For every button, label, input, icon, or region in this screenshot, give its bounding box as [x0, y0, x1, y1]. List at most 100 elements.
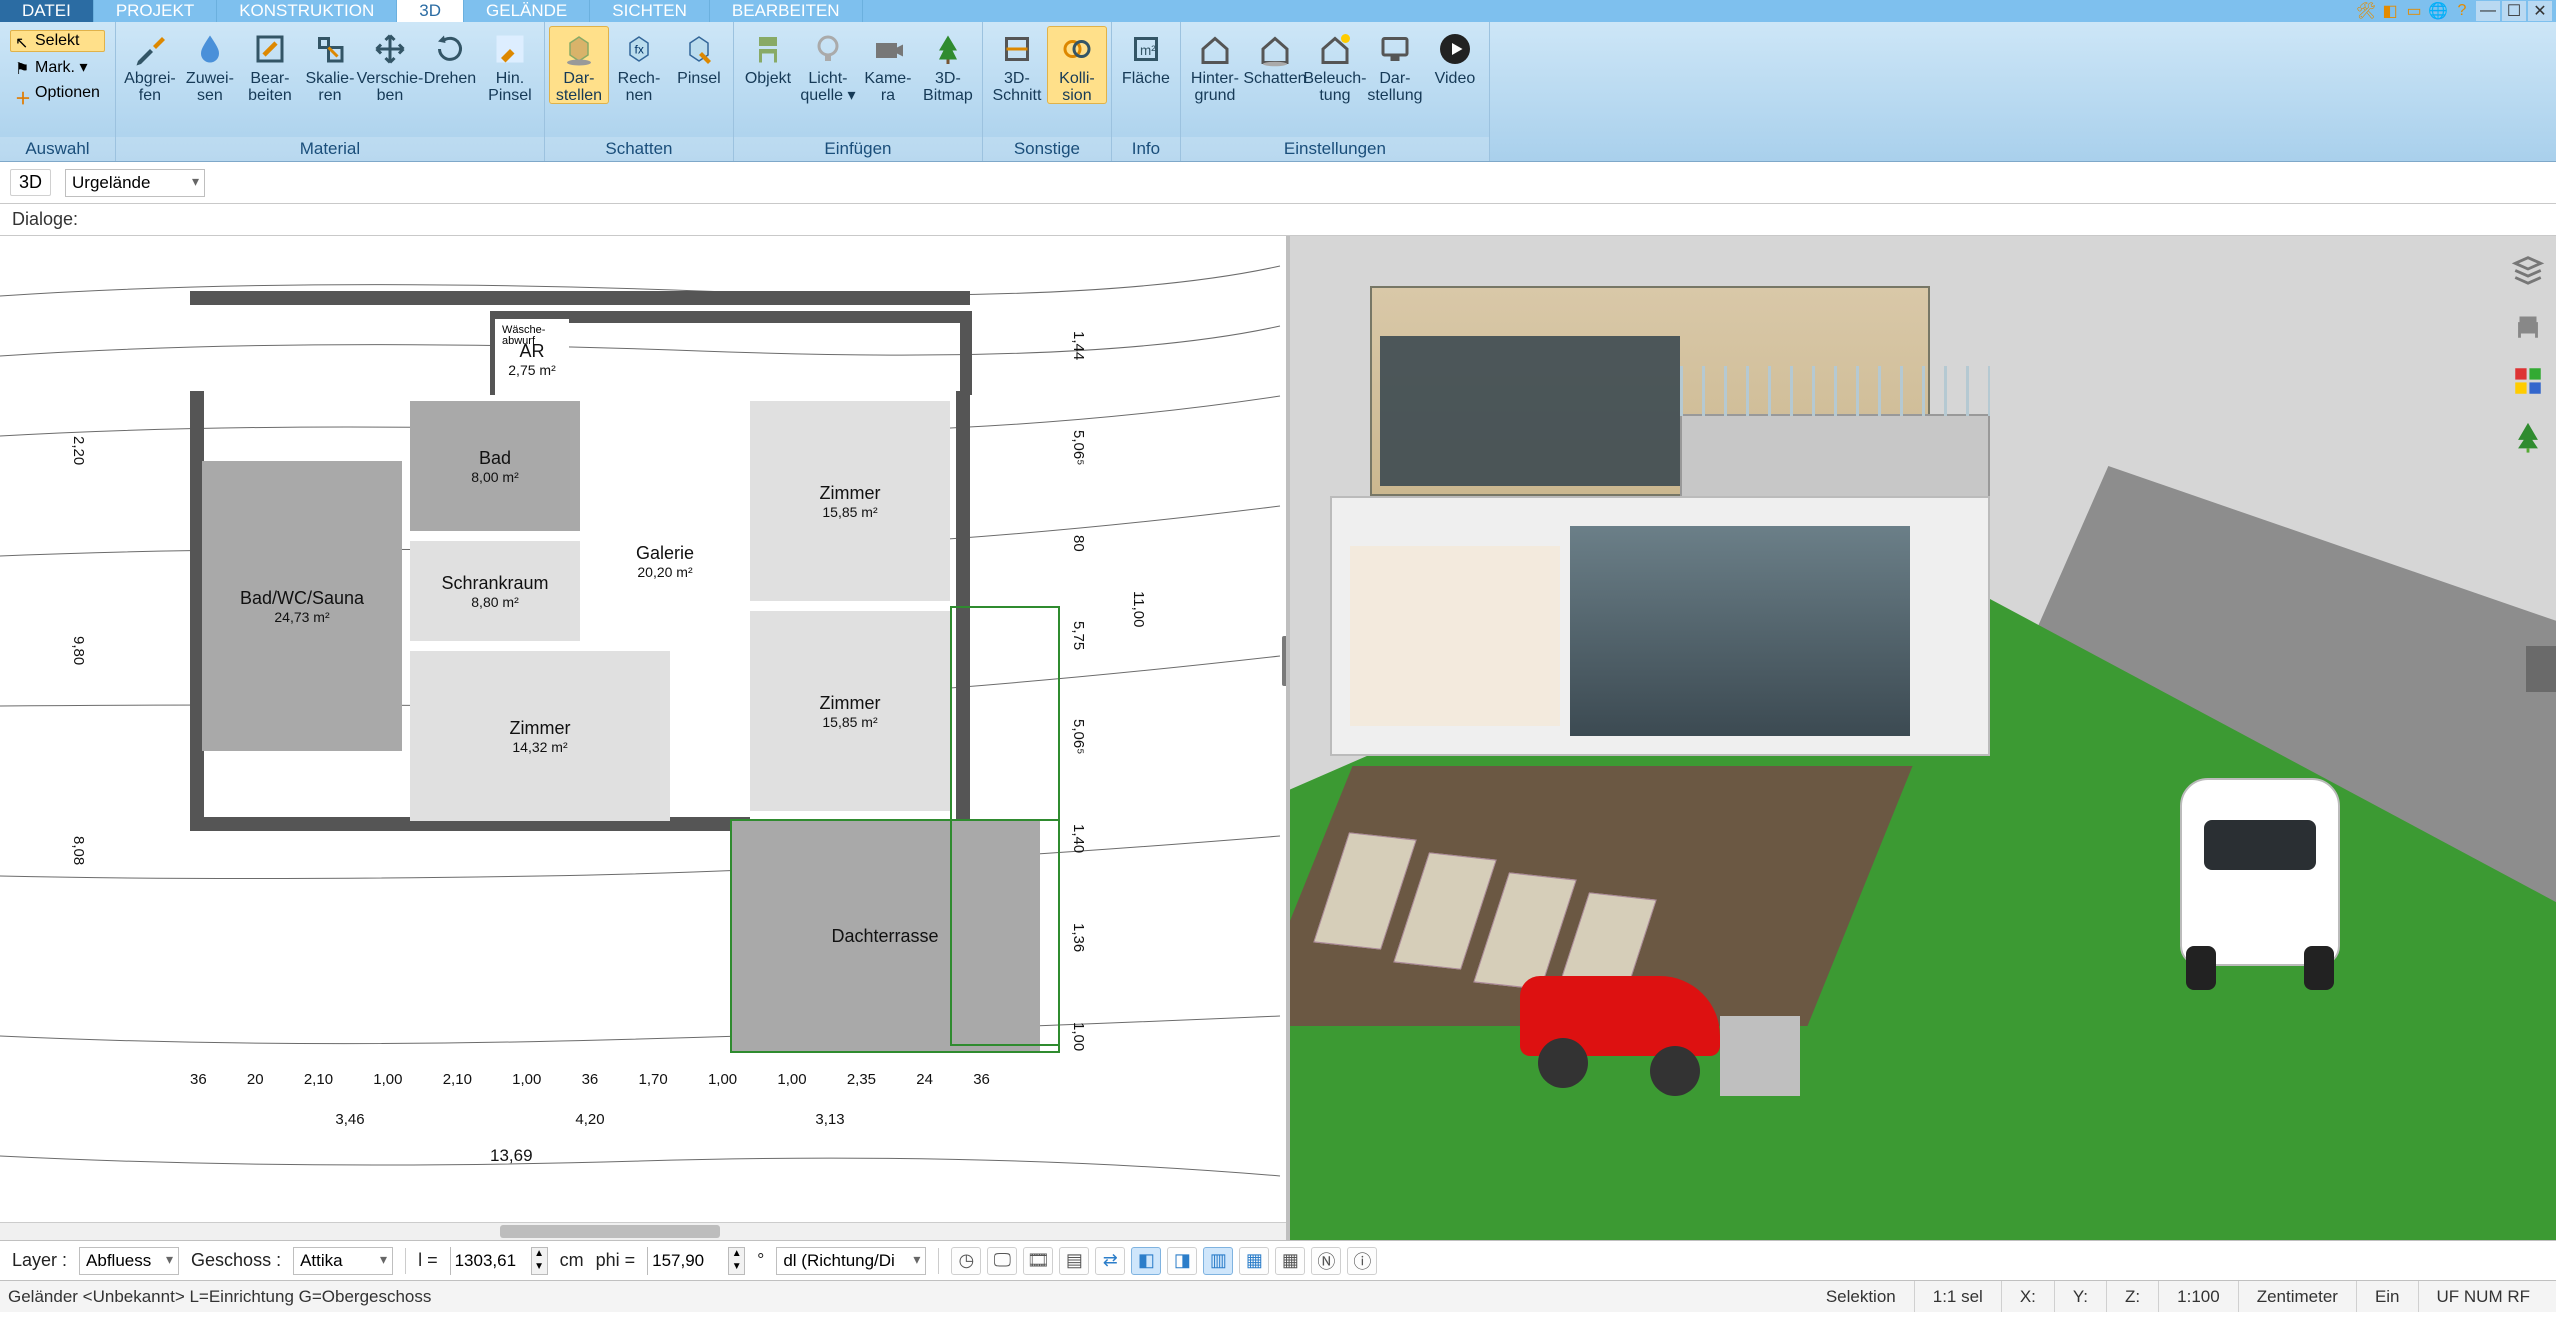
zuweisen-button[interactable]: Zuwei- sen — [180, 26, 240, 104]
splitter-handle[interactable] — [1282, 636, 1290, 686]
bearbeiten-button[interactable]: Bear- beiten — [240, 26, 300, 104]
beleuchtung-button[interactable]: Beleuch- tung — [1305, 26, 1365, 104]
3dschnitt-button[interactable]: 3D- Schnitt — [987, 26, 1047, 104]
status-selection: Selektion — [1808, 1281, 1915, 1312]
right-grab-handle[interactable] — [2526, 646, 2556, 692]
dock-palette-icon[interactable] — [2511, 366, 2545, 396]
abgreifen-button[interactable]: Abgrei- fen — [120, 26, 180, 104]
ribbon-group-einfügen: Einfügen — [734, 137, 982, 161]
dock-furniture-icon[interactable] — [2511, 310, 2545, 340]
hintergrund-button[interactable]: Hinter- grund — [1185, 26, 1245, 104]
3dbitmap-button[interactable]: 3D- Bitmap — [918, 26, 978, 104]
menu-tab-sichten[interactable]: SICHTEN — [590, 0, 710, 22]
dimension-value: 5,75 — [1070, 621, 1087, 650]
pinsel-button[interactable]: Pinsel — [669, 26, 729, 87]
dimension-value: 24 — [916, 1071, 933, 1088]
menu-tab-konstruktion[interactable]: KONSTRUKTION — [217, 0, 397, 22]
menu-tab-gelände[interactable]: GELÄNDE — [464, 0, 590, 22]
dimension-value: 80 — [1070, 535, 1087, 552]
room-schrankraum[interactable]: Schrankraum8,80 m² — [410, 541, 580, 641]
terrain-select[interactable] — [65, 169, 205, 197]
dimension-value: 2,35 — [847, 1071, 876, 1088]
storey-select[interactable] — [293, 1247, 393, 1275]
dimension-value: 1,00 — [1070, 1022, 1087, 1051]
hinpinsel-button[interactable]: Hin. Pinsel — [480, 26, 540, 104]
optionen-button[interactable]: ＋Optionen — [10, 82, 105, 104]
tools-icon[interactable]: 🛠 — [2354, 1, 2378, 21]
toolbar-info-icon[interactable]: ⓘ — [1347, 1247, 1377, 1275]
selection-outline — [730, 819, 1060, 1053]
minimize-button[interactable]: — — [2476, 1, 2500, 21]
toolbar-film-icon[interactable]: 🎞 — [1023, 1247, 1053, 1275]
dimension-value: 5,06⁵ — [1070, 430, 1087, 465]
room-bad_sauna[interactable]: Bad/WC/Sauna24,73 m² — [202, 461, 402, 751]
collision-icon — [1058, 30, 1096, 68]
direction-select[interactable] — [776, 1247, 926, 1275]
menu-tab-3d[interactable]: 3D — [397, 0, 464, 22]
window-icon[interactable]: ▭ — [2402, 1, 2426, 21]
view-mode-tag[interactable]: 3D — [10, 169, 51, 196]
kollision-button[interactable]: Kolli- sion — [1047, 26, 1107, 104]
car-model — [2170, 766, 2350, 996]
toolbar-layers2-icon[interactable]: ◨ — [1167, 1247, 1197, 1275]
schatten-button[interactable]: Schatten — [1245, 26, 1305, 87]
status-flags: UF NUM RF — [2419, 1281, 2548, 1312]
toolbar-layers3-icon[interactable]: ▥ — [1203, 1247, 1233, 1275]
room-zimmer1[interactable]: Zimmer15,85 m² — [750, 401, 950, 601]
svg-text:fx: fx — [634, 43, 643, 57]
toolbar-stack-icon[interactable]: ▤ — [1059, 1247, 1089, 1275]
drehen-button[interactable]: Drehen — [420, 26, 480, 87]
dimension-value: 1,00 — [708, 1071, 737, 1088]
ribbon-group-material: Material — [116, 137, 544, 161]
layer-label: Layer : — [12, 1250, 67, 1271]
toolbar-clock-icon[interactable]: ◷ — [951, 1247, 981, 1275]
play-icon — [1436, 30, 1474, 68]
menu-tab-bearbeiten[interactable]: BEARBEITEN — [710, 0, 863, 22]
video-button[interactable]: Video — [1425, 26, 1485, 87]
toolbar-grid-icon[interactable]: ▦ — [1275, 1247, 1305, 1275]
toolbar-monitor-icon[interactable]: 🖵 — [987, 1247, 1017, 1275]
menu-tab-datei[interactable]: DATEI — [0, 0, 94, 22]
lichtquelle-button[interactable]: Licht- quelle ▾ — [798, 26, 858, 104]
ribbon-group-einstellungen: Einstellungen — [1181, 137, 1489, 161]
mark-button[interactable]: ⚑Mark. ▾ — [10, 55, 105, 79]
scrollbar-horizontal[interactable] — [0, 1222, 1286, 1240]
window-controls: 🛠 ◧ ▭ 🌐 ? — ☐ ✕ — [2354, 0, 2556, 22]
layers-icon[interactable]: ◧ — [2378, 1, 2402, 21]
rechnen-button[interactable]: fxRech- nen — [609, 26, 669, 104]
eyedrop-icon — [131, 30, 169, 68]
darstellen-button[interactable]: Dar- stellen — [549, 26, 609, 104]
kamera-button[interactable]: Kame- ra — [858, 26, 918, 104]
layer-select[interactable] — [79, 1247, 179, 1275]
dock-layers-icon[interactable] — [2511, 254, 2545, 284]
room-zimmer3[interactable]: Zimmer14,32 m² — [410, 651, 670, 821]
dim-right-total: 11,00 — [1130, 591, 1147, 627]
maximize-button[interactable]: ☐ — [2502, 1, 2526, 21]
length-input[interactable]: ▲▼ — [450, 1247, 548, 1275]
view-2d-plan[interactable]: Bad/WC/Sauna24,73 m²Bad8,00 m²AR2,75 m²G… — [0, 236, 1290, 1240]
room-zimmer2[interactable]: Zimmer15,85 m² — [750, 611, 950, 811]
darstellung-button[interactable]: Dar- stellung — [1365, 26, 1425, 104]
flaeche-button[interactable]: m²Fläche — [1116, 26, 1176, 87]
selekt-button[interactable]: ↖Selekt — [10, 30, 105, 52]
property-bar: Layer : Geschoss : l = ▲▼ cm phi = ▲▼ ° … — [0, 1240, 2556, 1280]
rotate-icon — [431, 30, 469, 68]
globe-icon[interactable]: 🌐 — [2426, 1, 2450, 21]
toolbar-layers1-icon[interactable]: ◧ — [1131, 1247, 1161, 1275]
phi-input[interactable]: ▲▼ — [647, 1247, 745, 1275]
toolbar-north-icon[interactable]: Ⓝ — [1311, 1247, 1341, 1275]
scale-icon — [311, 30, 349, 68]
menu-tab-projekt[interactable]: PROJEKT — [94, 0, 217, 22]
toolbar-swap-icon[interactable]: ⇄ — [1095, 1247, 1125, 1275]
verschieben-button[interactable]: Verschie- ben — [360, 26, 420, 104]
view-3d-render[interactable] — [1290, 236, 2556, 1240]
objekt-button[interactable]: Objekt — [738, 26, 798, 87]
dock-tree-icon[interactable] — [2511, 422, 2545, 452]
dimension-value: 3,13 — [815, 1111, 844, 1128]
toolbar-layers4-icon[interactable]: ▦ — [1239, 1247, 1269, 1275]
close-button[interactable]: ✕ — [2528, 1, 2552, 21]
skalieren-button[interactable]: Skalie- ren — [300, 26, 360, 104]
dimension-value: 20 — [247, 1071, 264, 1088]
help-icon[interactable]: ? — [2450, 1, 2474, 21]
room-bad[interactable]: Bad8,00 m² — [410, 401, 580, 531]
